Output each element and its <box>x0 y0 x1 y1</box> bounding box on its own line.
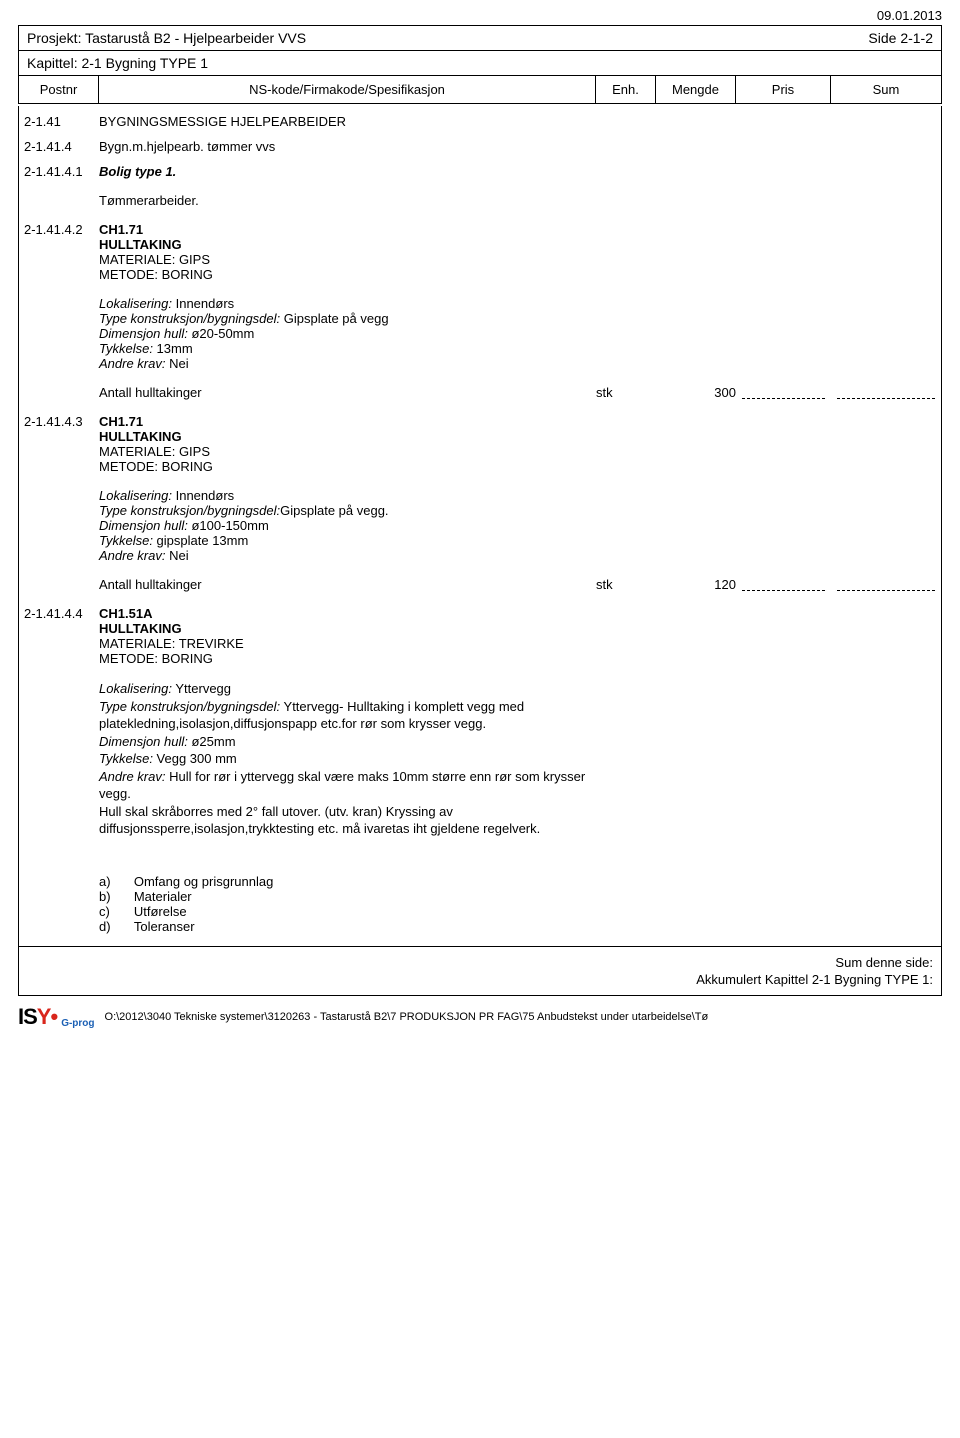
footer-akk-line: Akkumulert Kapittel 2-1 Bygning TYPE 1: <box>27 972 933 987</box>
chapter-title: Kapittel: 2-1 Bygning TYPE 1 <box>19 51 941 76</box>
footer-box: Sum denne side: Akkumulert Kapittel 2-1 … <box>18 946 942 996</box>
col-postnr: Postnr <box>19 76 99 103</box>
detail-text: Lokalisering: Innendørs Type konstruksjo… <box>99 486 596 565</box>
qty-sum <box>831 383 941 402</box>
postnr: 2-1.41.4 <box>19 137 99 156</box>
qty-enh: stk <box>596 383 656 402</box>
col-spec: NS-kode/Firmakode/Spesifikasjon <box>99 76 596 103</box>
file-path: O:\2012\3040 Tekniske systemer\3120263 -… <box>105 1011 942 1023</box>
qty-sum <box>831 575 941 594</box>
title-line: METODE: BORING <box>99 267 213 282</box>
col-enh: Enh. <box>596 76 656 103</box>
spec-grid: 2-1.41 BYGNINGSMESSIGE HJELPEARBEIDER 2-… <box>18 106 942 946</box>
title-line: MATERIALE: TREVIRKE <box>99 636 244 651</box>
title-line: MATERIALE: GIPS <box>99 444 210 459</box>
col-sum: Sum <box>831 76 941 103</box>
title-line: HULLTAKING <box>99 237 182 252</box>
postnr: 2-1.41 <box>19 112 99 131</box>
header-top: Prosjekt: Tastarustå B2 - Hjelpearbeider… <box>19 26 941 51</box>
project-title: Prosjekt: Tastarustå B2 - Hjelpearbeider… <box>27 30 306 46</box>
col-mengde: Mengde <box>656 76 736 103</box>
code: CH1.71 <box>99 222 143 237</box>
spec-text: Tømmerarbeider. <box>99 191 596 210</box>
spec-block: CH1.71 HULLTAKING MATERIALE: GIPS METODE… <box>99 412 596 476</box>
title-line: MATERIALE: GIPS <box>99 252 210 267</box>
title-line: METODE: BORING <box>99 651 213 666</box>
print-date: 09.01.2013 <box>18 8 942 23</box>
col-pris: Pris <box>736 76 831 103</box>
isy-logo-text: ISY• <box>18 1004 57 1030</box>
detail-text: Lokalisering: Yttervegg Type konstruksjo… <box>99 678 596 840</box>
code: CH1.51A <box>99 606 152 621</box>
qty-pris <box>736 383 831 402</box>
postnr: 2-1.41.4.2 <box>19 220 99 284</box>
isy-logo: ISY• G-prog <box>18 1004 95 1030</box>
detail-text: Lokalisering: Innendørs Type konstruksjo… <box>99 294 596 373</box>
header-box: Prosjekt: Tastarustå B2 - Hjelpearbeider… <box>18 25 942 104</box>
spec-block: CH1.51A HULLTAKING MATERIALE: TREVIRKE M… <box>99 604 596 668</box>
footer-logo-row: ISY• G-prog O:\2012\3040 Tekniske system… <box>18 1004 942 1030</box>
column-headers: Postnr NS-kode/Firmakode/Spesifikasjon E… <box>19 76 941 103</box>
title-line: METODE: BORING <box>99 459 213 474</box>
qty-label: Antall hulltakinger <box>99 575 596 594</box>
spec-text: BYGNINGSMESSIGE HJELPEARBEIDER <box>99 112 596 131</box>
postnr: 2-1.41.4.4 <box>19 604 99 668</box>
page: 09.01.2013 Prosjekt: Tastarustå B2 - Hje… <box>0 0 960 1048</box>
spec-block: CH1.71 HULLTAKING MATERIALE: GIPS METODE… <box>99 220 596 284</box>
page-side: Side 2-1-2 <box>868 30 933 46</box>
spec-text: Bolig type 1. <box>99 162 596 181</box>
qty-enh: stk <box>596 575 656 594</box>
title-line: HULLTAKING <box>99 621 182 636</box>
postnr: 2-1.41.4.1 <box>19 162 99 181</box>
gprog-label: G-prog <box>61 1018 94 1029</box>
title-line: HULLTAKING <box>99 429 182 444</box>
qty-label: Antall hulltakinger <box>99 383 596 402</box>
code: CH1.71 <box>99 414 143 429</box>
spec-text: Bygn.m.hjelpearb. tømmer vvs <box>99 137 596 156</box>
qty-mengde: 300 <box>656 383 736 402</box>
footer-sum-line: Sum denne side: <box>27 955 933 970</box>
postnr: 2-1.41.4.3 <box>19 412 99 476</box>
qty-mengde: 120 <box>656 575 736 594</box>
qty-pris <box>736 575 831 594</box>
abcd-list: a) Omfang og prisgrunnlag b) Materialer … <box>99 872 596 936</box>
